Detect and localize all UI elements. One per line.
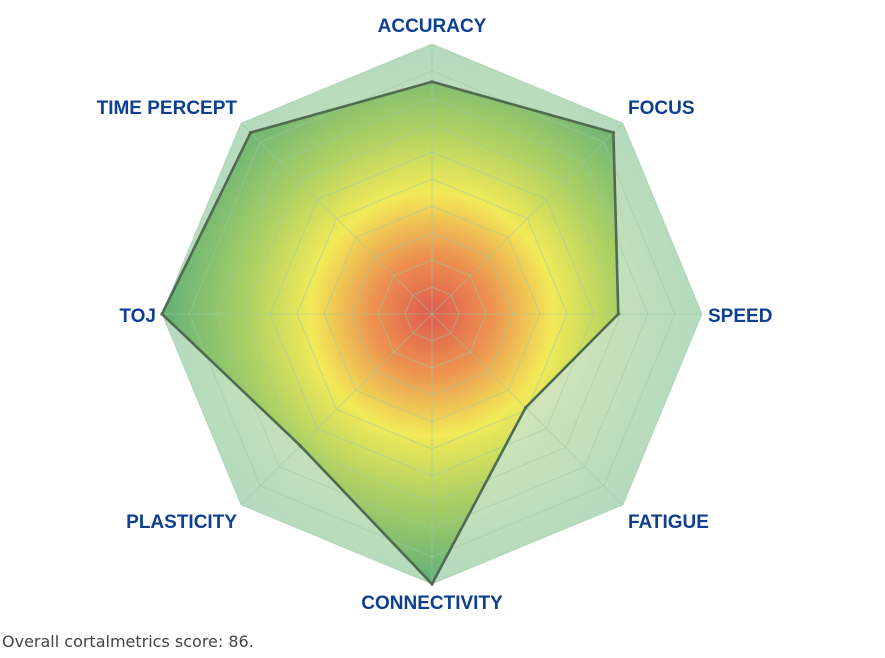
axis-label-focus: FOCUS [628,98,695,119]
axis-label-speed: SPEED [708,306,772,327]
axis-spoke [431,122,624,315]
axis-spoke [240,122,433,315]
data-point-accuracy [430,80,434,84]
data-point-plasticity [298,444,302,448]
axis-spoke [240,313,433,506]
axis-label-fatigue: FATIGUE [628,512,709,533]
axis-label-toj: TOJ [119,306,156,327]
axis-label-time-percept: TIME PERCEPT [97,98,238,119]
radar-chart: ACCURACY FOCUS SPEED FATIGUE CONNECTIVITY PLA… [97,16,773,614]
data-point-fatigue [524,406,528,410]
data-point-time-percept [249,131,253,135]
axis-label-connectivity: CONNECTIVITY [361,593,503,614]
axis-spoke [431,313,624,506]
data-point-focus [611,131,616,135]
axis-label-plasticity: PLASTICITY [126,512,237,533]
data-point-toj [160,312,164,316]
data-point-connectivity [430,582,434,586]
overall-score-text: Overall cortalmetrics score: 86. [2,632,254,651]
axis-label-accuracy: ACCURACY [378,16,487,37]
data-point-speed [616,312,620,316]
